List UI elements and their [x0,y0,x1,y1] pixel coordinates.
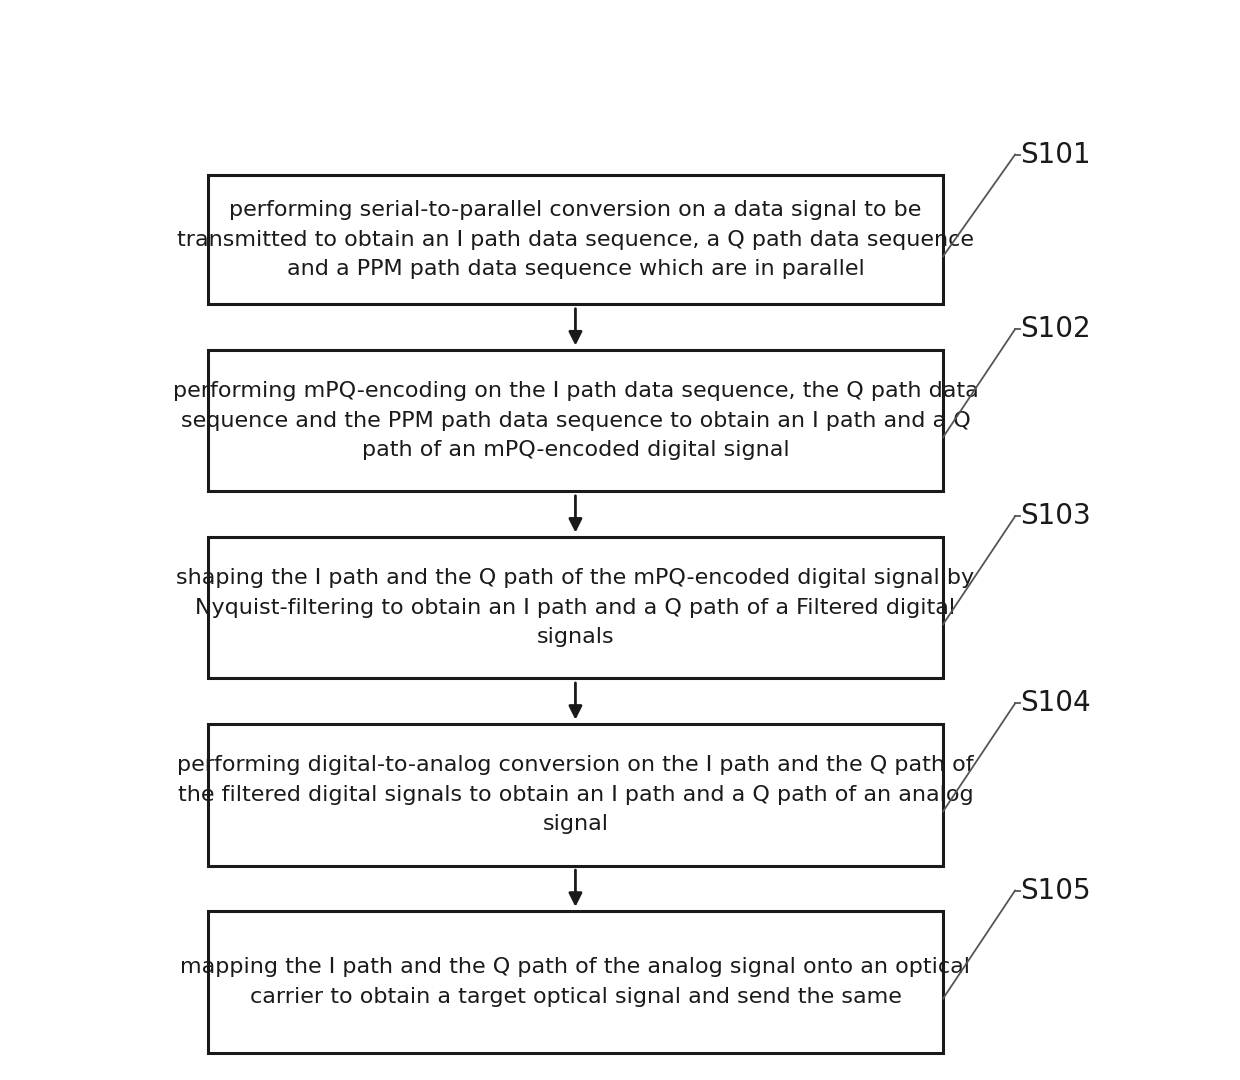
Text: performing serial-to-parallel conversion on a data signal to be
transmitted to o: performing serial-to-parallel conversion… [177,200,973,280]
Bar [208,912,942,1053]
Text: mapping the I path and the Q path of the analog signal onto an optical
carrier t: mapping the I path and the Q path of the… [181,957,971,1007]
Text: S101: S101 [1019,140,1090,168]
Text: performing mPQ-encoding on the I path data sequence, the Q path data
sequence an: performing mPQ-encoding on the I path da… [172,381,978,460]
Bar [208,537,942,678]
Text: S104: S104 [1019,689,1090,717]
Text: S105: S105 [1019,877,1090,905]
Text: shaping the I path and the Q path of the mPQ-encoded digital signal by
Nyquist-f: shaping the I path and the Q path of the… [176,568,975,647]
Bar [208,350,942,491]
Bar [208,175,942,305]
Text: performing digital-to-analog conversion on the I path and the Q path of
the filt: performing digital-to-analog conversion … [177,755,973,835]
Text: S102: S102 [1019,315,1090,343]
Text: S103: S103 [1019,502,1091,530]
Bar [208,725,942,865]
